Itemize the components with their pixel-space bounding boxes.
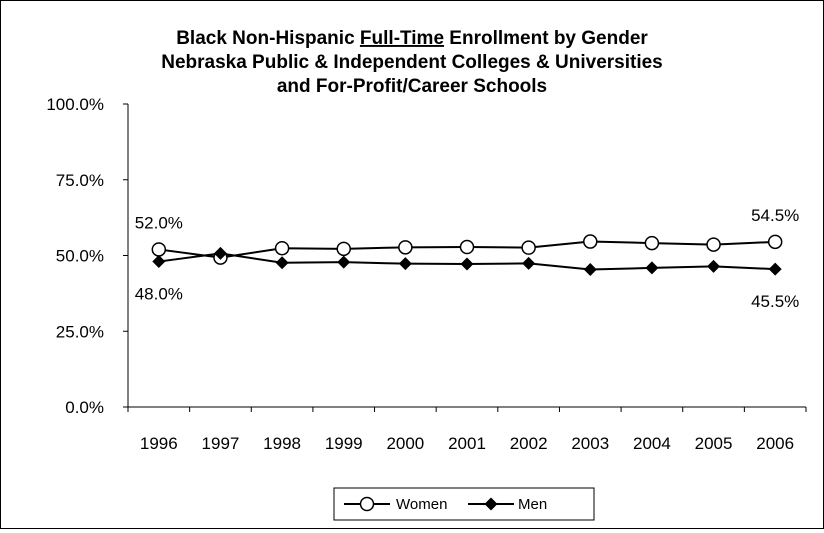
- data-point-women: [706, 237, 721, 252]
- y-tick-label: 0.0%: [65, 398, 104, 417]
- chart-title-before-1: Black Non-Hispanic: [176, 28, 360, 49]
- legend-marker-women: [359, 496, 375, 512]
- data-point-women: [583, 234, 598, 249]
- x-tick-label: 2003: [571, 434, 609, 453]
- data-point-men: [522, 256, 536, 270]
- data-point-men: [460, 257, 474, 271]
- chart-data-labels: 52.0% 48.0% 54.5% 45.5%: [135, 206, 800, 311]
- data-label: 54.5%: [751, 206, 799, 225]
- data-label: 45.5%: [751, 292, 799, 311]
- y-tick-label: 25.0%: [56, 322, 104, 341]
- data-point-men: [213, 246, 227, 260]
- x-tick-label: 2004: [633, 434, 671, 453]
- chart-axes: 0.0% 25.0% 50.0% 75.0% 100.0% 1996 1997 1998 199…: [46, 95, 807, 453]
- data-point-men: [768, 262, 782, 276]
- x-tick-label: 1999: [325, 434, 363, 453]
- data-label: 48.0%: [135, 285, 183, 304]
- legend-label-women: Women: [396, 496, 447, 513]
- chart-title-after-1: Enrollment by Gender: [444, 28, 648, 49]
- x-tick-label: 2006: [756, 434, 794, 453]
- data-point-men: [152, 255, 166, 269]
- data-point-women: [274, 240, 290, 256]
- data-point-women: [459, 239, 475, 255]
- chart-title-line-2: Nebraska Public & Independent Colleges &…: [161, 52, 663, 73]
- data-point-women: [398, 240, 413, 255]
- legend-label-men: Men: [518, 496, 547, 513]
- legend-marker-men: [484, 497, 498, 511]
- data-point-men: [275, 256, 289, 270]
- x-tick-label: 2000: [386, 434, 424, 453]
- chart-title: Black Non-Hispanic Full-Time Enrollment …: [161, 28, 663, 97]
- data-label: 52.0%: [135, 213, 183, 232]
- chart-title-before-3: and For-Profit/Career Schools: [277, 76, 547, 97]
- data-point-men: [583, 262, 597, 276]
- x-tick-label: 2002: [510, 434, 548, 453]
- x-tick-label: 1998: [263, 434, 301, 453]
- chart-title-before-2: Nebraska Public & Independent Colleges &…: [161, 52, 663, 73]
- data-point-men: [707, 259, 721, 273]
- x-tick-label: 2001: [448, 434, 486, 453]
- chart-title-underlined-1: Full-Time: [360, 28, 444, 49]
- x-tick-label: 1997: [202, 434, 240, 453]
- chart-title-line-1: Black Non-Hispanic Full-Time Enrollment …: [176, 28, 648, 49]
- data-point-women: [336, 241, 351, 257]
- y-tick-label: 75.0%: [56, 171, 104, 190]
- data-point-men: [398, 257, 412, 271]
- y-tick-label: 100.0%: [46, 95, 104, 114]
- chart-series: [151, 234, 783, 276]
- data-point-women: [521, 240, 536, 255]
- data-point-men: [337, 255, 351, 269]
- x-tick-label: 2005: [695, 434, 733, 453]
- data-point-women: [151, 242, 167, 257]
- data-point-women: [767, 234, 783, 250]
- data-point-women: [644, 235, 660, 251]
- x-tick-label: 1996: [140, 434, 178, 453]
- data-point-men: [645, 261, 659, 275]
- y-tick-label: 50.0%: [56, 247, 104, 266]
- chart-legend: Women Men: [333, 487, 595, 521]
- chart-title-line-3: and For-Profit/Career Schools: [277, 76, 547, 97]
